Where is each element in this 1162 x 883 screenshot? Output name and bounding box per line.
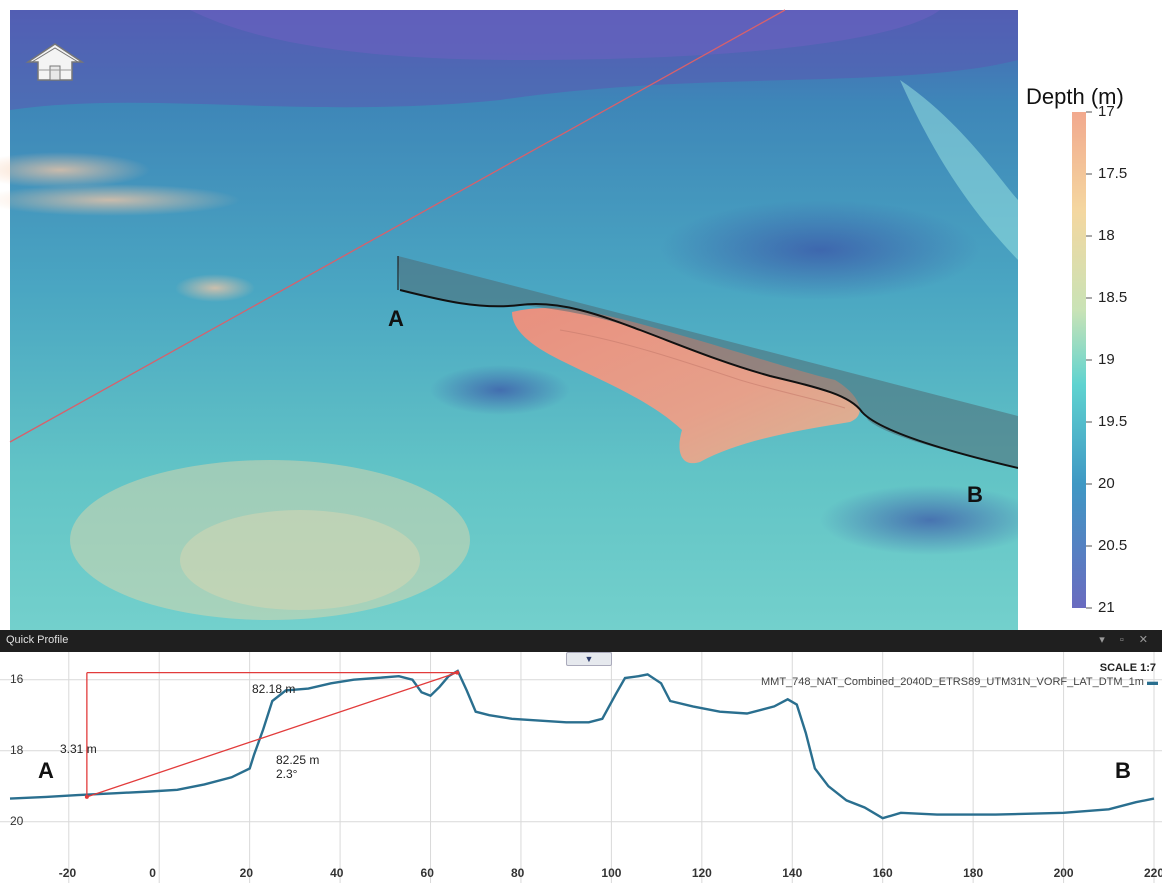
measure-slope-line: [86, 672, 458, 798]
profile-start-label: A: [388, 306, 404, 331]
profile-end-label: B: [967, 482, 983, 507]
profile-series-line: [9, 669, 1155, 820]
x-tick-label: 80: [510, 866, 525, 880]
legend-tick-label: 19: [1098, 351, 1115, 368]
x-tick-label: 160: [872, 866, 893, 880]
legend-title: Depth (m): [1026, 84, 1124, 109]
measure-endpoint: [84, 794, 89, 799]
y-tick-label: 16: [10, 671, 24, 686]
quick-profile-chart[interactable]: ▼ SCALE 1:7 MMT_748_NAT_Combined_2040D_E…: [0, 652, 1162, 883]
legend-tick-label: 19.5: [1098, 413, 1128, 430]
bathymetry-terrain[interactable]: [0, 0, 1162, 630]
x-tick-label: 220: [1144, 866, 1162, 880]
x-tick-label: 100: [601, 866, 622, 880]
depth-colorbar: [1072, 112, 1086, 608]
scale-readout: SCALE 1:7: [1099, 662, 1156, 674]
x-tick-label: 140: [782, 866, 803, 880]
x-tick-label: -20: [58, 866, 77, 880]
measure-horizontal-label: 82.18 m: [252, 682, 296, 696]
profile-start-label: A: [38, 758, 54, 783]
x-tick-label: 180: [963, 866, 984, 880]
profile-plot: [0, 652, 1162, 883]
profile-end-label: B: [1115, 758, 1131, 783]
legend-tick-label: 21: [1098, 599, 1115, 616]
measure-slope-length-label: 82.25 m: [276, 753, 320, 767]
dataset-name: MMT_748_NAT_Combined_2040D_ETRS89_UTM31N…: [761, 676, 1158, 688]
panel-window-controls[interactable]: ▾ ▫ ✕: [1099, 634, 1154, 646]
legend-tick-label: 17.5: [1098, 165, 1128, 182]
y-tick-label: 20: [10, 813, 24, 828]
panel-title: Quick Profile: [6, 634, 69, 646]
measure-tool: [84, 670, 460, 799]
legend-tick-label: 18: [1098, 227, 1115, 244]
x-tick-label: 20: [239, 866, 253, 880]
house-navigation-icon[interactable]: [24, 42, 86, 84]
bathymetry-3d-view[interactable]: A B Depth (m) 17 17.5 18 18.5 19 19.5 20 20.5 21: [0, 0, 1162, 630]
legend-tick-label: 18.5: [1098, 289, 1128, 306]
x-tick-label: 0: [149, 866, 156, 880]
x-tick-label: 200: [1053, 866, 1074, 880]
measure-endpoint: [455, 670, 460, 675]
legend-tick-label: 20: [1098, 475, 1115, 492]
measure-vertical-label: 3.31 m: [60, 742, 97, 756]
legend-tick-label: 20.5: [1098, 537, 1128, 554]
y-tick-label: 18: [10, 742, 24, 757]
quick-profile-titlebar[interactable]: Quick Profile ▾ ▫ ✕: [0, 630, 1162, 652]
collapse-button[interactable]: ▼: [566, 652, 612, 666]
x-tick-label: 60: [420, 866, 434, 880]
x-tick-label: 120: [691, 866, 712, 880]
x-tick-label: 40: [330, 866, 344, 880]
measure-slope-angle-label: 2.3°: [276, 767, 298, 781]
legend-tick-label: 17: [1098, 103, 1115, 120]
